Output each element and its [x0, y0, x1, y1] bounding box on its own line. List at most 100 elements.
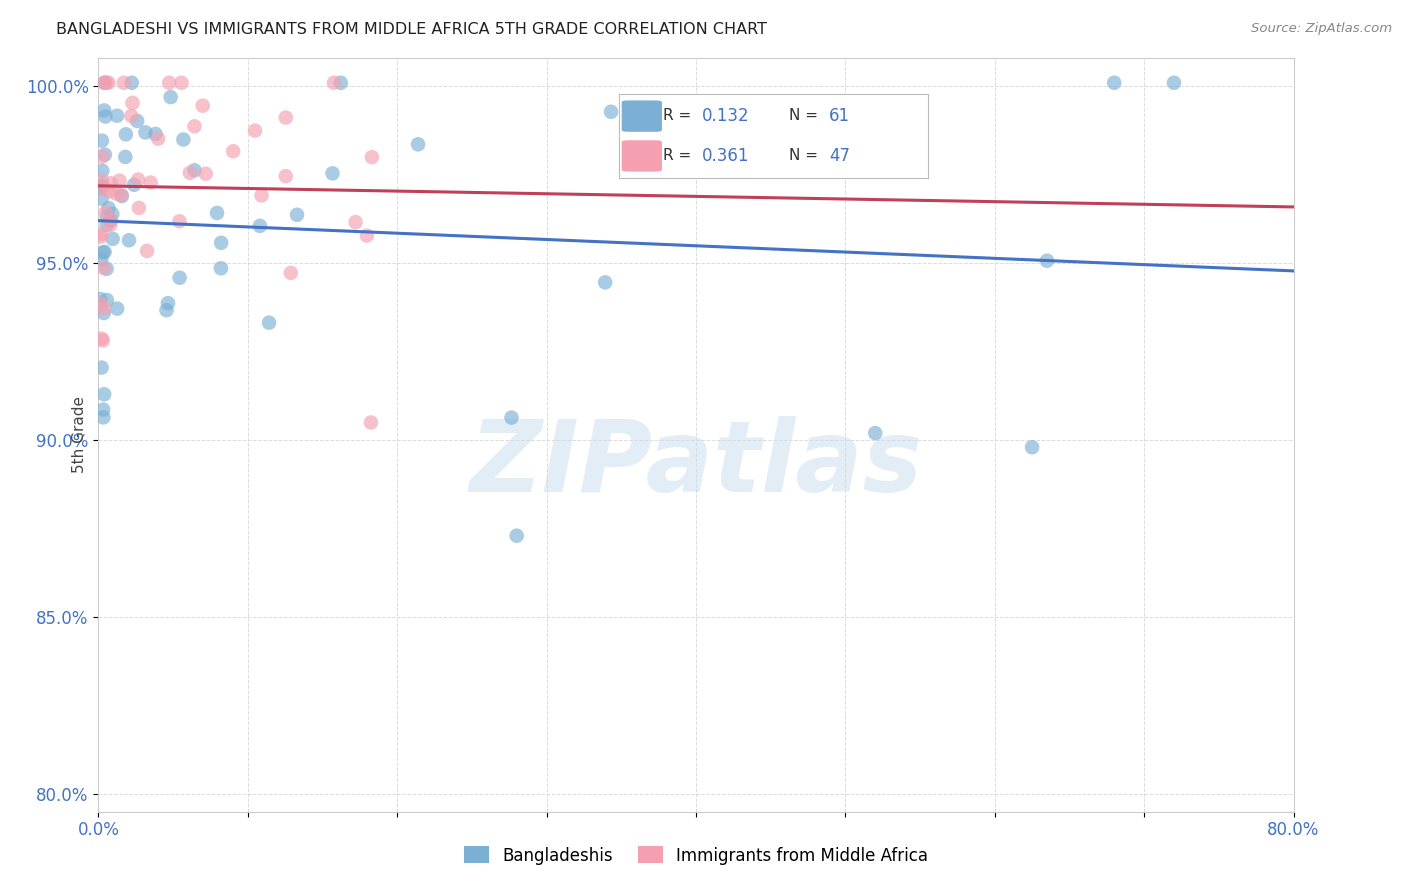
Text: 0.361: 0.361 — [702, 146, 749, 164]
Point — [90, 227, 112, 241]
Point — [121, 76, 143, 90]
Text: 0.132: 0.132 — [702, 107, 749, 125]
Point — [205, 206, 228, 220]
Point — [1021, 440, 1043, 454]
Point — [93, 260, 115, 275]
Point — [257, 316, 280, 330]
Point — [127, 172, 149, 186]
Point — [90, 332, 112, 346]
Text: 47: 47 — [830, 146, 851, 164]
Point — [93, 244, 115, 259]
Point — [108, 174, 131, 188]
Point — [90, 174, 112, 188]
Point — [209, 235, 232, 250]
Point — [156, 296, 179, 310]
Point — [222, 145, 245, 159]
Text: N =: N = — [789, 148, 823, 163]
Point — [101, 232, 124, 246]
Point — [97, 201, 120, 215]
Point — [97, 76, 120, 90]
Point — [93, 301, 115, 316]
Point — [243, 123, 266, 137]
Point — [157, 76, 180, 90]
Y-axis label: 5th Grade: 5th Grade — [72, 396, 87, 474]
Point — [329, 76, 352, 90]
Point — [105, 109, 128, 123]
Point — [90, 229, 112, 244]
Point — [136, 244, 159, 258]
Point — [89, 292, 111, 306]
Point — [600, 104, 623, 119]
Point — [249, 219, 271, 233]
Point — [506, 529, 529, 543]
Point — [94, 147, 117, 161]
Point — [93, 387, 115, 401]
FancyBboxPatch shape — [621, 101, 662, 132]
Point — [285, 208, 308, 222]
Point — [170, 76, 193, 90]
Text: Source: ZipAtlas.com: Source: ZipAtlas.com — [1251, 22, 1392, 36]
Point — [90, 134, 112, 148]
Point — [127, 114, 149, 128]
Text: ZIPatlas: ZIPatlas — [470, 417, 922, 514]
Point — [122, 178, 145, 192]
Point — [93, 76, 115, 90]
Point — [105, 301, 128, 316]
Point — [114, 150, 136, 164]
Point — [183, 163, 205, 178]
Point — [169, 270, 191, 285]
Point — [209, 261, 232, 276]
Point — [128, 201, 150, 215]
Legend: Bangladeshis, Immigrants from Middle Africa: Bangladeshis, Immigrants from Middle Afr… — [457, 839, 935, 871]
Point — [104, 186, 127, 201]
Point — [115, 128, 138, 142]
Point — [145, 127, 167, 141]
Point — [96, 76, 118, 90]
Point — [90, 192, 112, 206]
Point — [110, 188, 132, 202]
Point — [360, 416, 382, 430]
Point — [98, 213, 121, 227]
Point — [120, 109, 142, 123]
Text: BANGLADESHI VS IMMIGRANTS FROM MIDDLE AFRICA 5TH GRADE CORRELATION CHART: BANGLADESHI VS IMMIGRANTS FROM MIDDLE AF… — [56, 22, 768, 37]
Point — [865, 426, 887, 441]
Point — [159, 90, 181, 104]
Point — [356, 228, 378, 243]
FancyBboxPatch shape — [621, 140, 662, 171]
Point — [121, 95, 143, 110]
Point — [96, 261, 118, 276]
Point — [593, 276, 616, 290]
Point — [501, 410, 523, 425]
Point — [91, 334, 114, 348]
Point — [93, 76, 115, 90]
Point — [191, 98, 214, 112]
Point — [91, 178, 114, 193]
Point — [96, 210, 118, 224]
Point — [91, 402, 114, 417]
Point — [134, 125, 156, 139]
Point — [194, 167, 217, 181]
Point — [94, 110, 117, 124]
Point — [250, 188, 273, 202]
Point — [94, 205, 117, 219]
Point — [98, 184, 121, 198]
Point — [1036, 253, 1059, 268]
Point — [139, 176, 162, 190]
Point — [111, 189, 134, 203]
Point — [91, 245, 114, 260]
Point — [321, 166, 343, 180]
Point — [93, 306, 115, 320]
Point — [100, 213, 122, 227]
Point — [90, 360, 112, 375]
Point — [100, 176, 122, 190]
Point — [169, 214, 191, 228]
Point — [360, 150, 382, 164]
Point — [93, 103, 115, 118]
Text: N =: N = — [789, 108, 823, 123]
Text: 61: 61 — [830, 107, 851, 125]
Point — [323, 76, 346, 90]
Point — [90, 180, 112, 194]
Point — [91, 150, 114, 164]
Point — [98, 218, 121, 232]
Point — [101, 207, 124, 221]
